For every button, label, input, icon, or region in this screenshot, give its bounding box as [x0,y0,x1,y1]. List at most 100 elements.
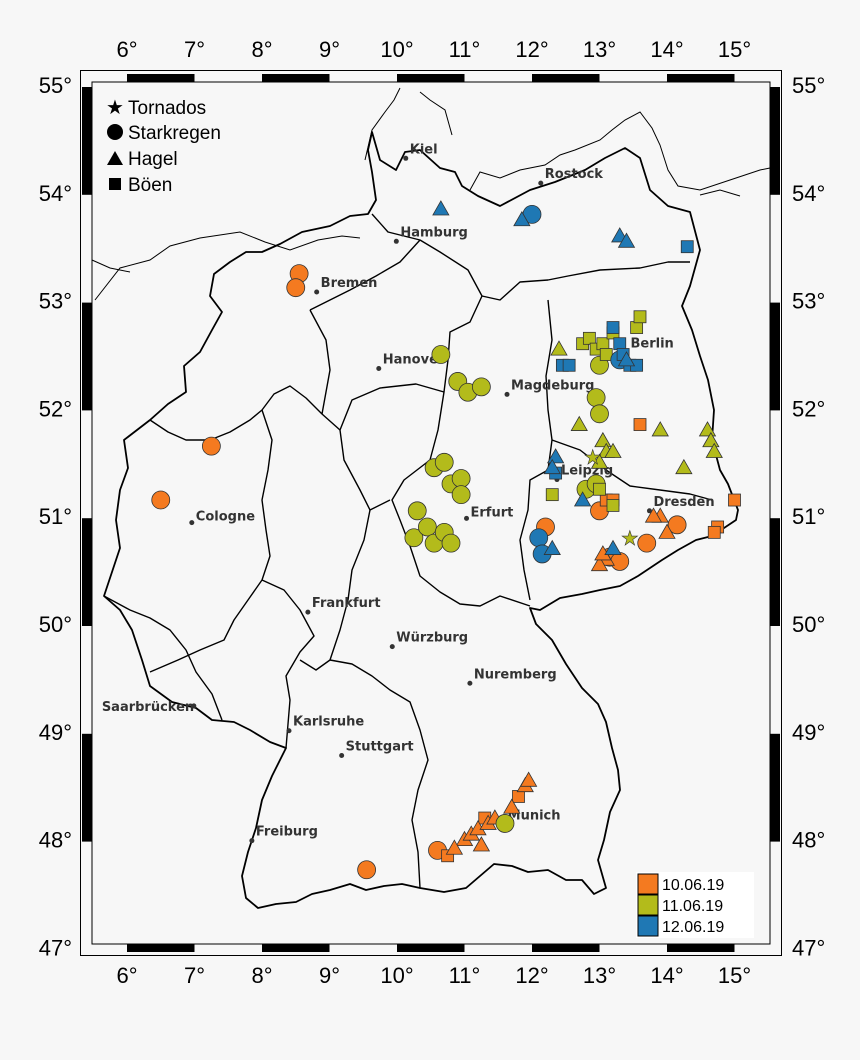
lat-tick-label: 51° [39,504,72,529]
lat-tick-label: 47° [792,935,825,960]
hagel-marker [570,415,588,431]
latitude-labels-right: 55° 54° 53° 52° 51° 50° 49° 48° 47° [792,73,825,960]
date-swatch [637,915,659,937]
lon-tick-label: 9° [319,963,340,988]
frame-bar [397,944,465,952]
city-dot [538,180,544,186]
tornado-marker: ★ [621,528,639,550]
hagel-marker [617,232,636,248]
frame-bar [667,74,735,82]
starkregen-marker [667,515,687,535]
hagel-marker [698,421,717,437]
starkregen-marker [286,278,306,298]
lat-tick-label: 49° [792,720,825,745]
lon-tick-label: 12° [515,37,548,62]
hagel-marker [513,210,531,227]
lat-tick-label: 54° [792,181,825,206]
germany-border [103,131,739,909]
lon-tick-label: 11° [449,963,481,988]
lat-tick-label: 49° [39,720,72,745]
lat-tick-label: 50° [39,612,72,637]
hagel-marker [546,448,565,464]
city-dot [464,515,470,521]
boeen-marker [728,493,741,507]
date-label: 11.06.19 [662,898,723,915]
starkregen-marker [586,388,606,408]
frame-bar [82,87,92,195]
hagel-marker [705,442,723,458]
boeen-marker [582,331,596,345]
graticule-bars [82,74,780,952]
frame-bar [770,302,780,411]
starkregen-marker [441,533,461,553]
lon-tick-label: 8° [251,37,272,62]
city-label: Kiel [410,142,438,157]
lon-tick-label: 15° [718,37,751,62]
date-swatch [637,894,659,916]
starkregen-marker [590,404,609,424]
lon-tick-label: 9° [319,37,340,62]
hagel-marker [543,539,561,555]
starkregen-marker [201,436,221,456]
lat-tick-label: 52° [792,396,825,421]
date-legend: 10.06.19 11.06.19 12.06.19 [636,872,754,938]
starkregen-marker [529,528,549,548]
legend-starkregen: Starkregen [128,123,221,144]
city-label: Nuremberg [474,667,557,682]
frame-bar [770,518,780,626]
lat-tick-label: 50° [792,612,825,637]
legend-tornados: Tornados [128,98,206,119]
city-label: Erfurt [471,505,514,520]
frame-bar [262,944,330,952]
map-frame [80,70,782,956]
lat-tick-label: 55° [792,73,825,98]
tornado-marker: ★ [584,447,602,469]
hagel-marker [550,340,568,356]
city-label: Magdeburg [511,378,594,393]
hagel-marker [675,458,693,475]
boeen-marker [562,358,576,372]
lon-tick-label: 13° [583,37,616,62]
hagel-marker [472,836,491,852]
boeen-marker [606,321,620,334]
square-icon [109,178,121,190]
hagel-marker [590,453,609,469]
city-label: Saarbrücken [102,700,194,715]
city-label: Freiburg [256,825,318,840]
lon-tick-label: 7° [184,963,205,988]
lon-tick-label: 6° [116,963,137,988]
boeen-marker [593,482,606,496]
city-label: Dresden [653,495,714,510]
city-dot [389,644,395,650]
lat-tick-label: 48° [39,828,72,853]
legend-boeen: Böen [128,175,172,196]
boeen-marker [630,321,644,334]
starkregen-marker [471,377,491,397]
hagel-marker [702,431,720,448]
city-label: Frankfurt [312,596,381,611]
city-dot [376,366,382,372]
lon-tick-label: 6° [116,37,137,62]
date-label: 12.06.19 [662,919,724,936]
lat-tick-label: 51° [792,504,825,529]
boeen-marker [680,240,694,254]
frame-bar [82,518,92,626]
hagel-marker [573,491,592,507]
lat-tick-label: 52° [39,396,72,421]
city-label: Rostock [545,167,604,182]
star-icon: ★ [106,97,124,119]
lon-tick-label: 10° [380,963,413,988]
starkregen-marker [407,501,427,521]
starkregen-marker [434,452,454,472]
frame-bar [82,733,92,842]
boeen-marker [545,488,559,502]
starkregen-marker [637,533,657,553]
boeen-marker [512,790,525,803]
starkregen-marker [151,490,171,510]
city-label: Bremen [321,276,378,291]
lon-tick-label: 12° [515,963,548,988]
lat-tick-label: 55° [39,73,72,98]
frame-bar [770,733,780,842]
starkregen-marker [357,860,377,880]
frame-bar [262,74,330,82]
